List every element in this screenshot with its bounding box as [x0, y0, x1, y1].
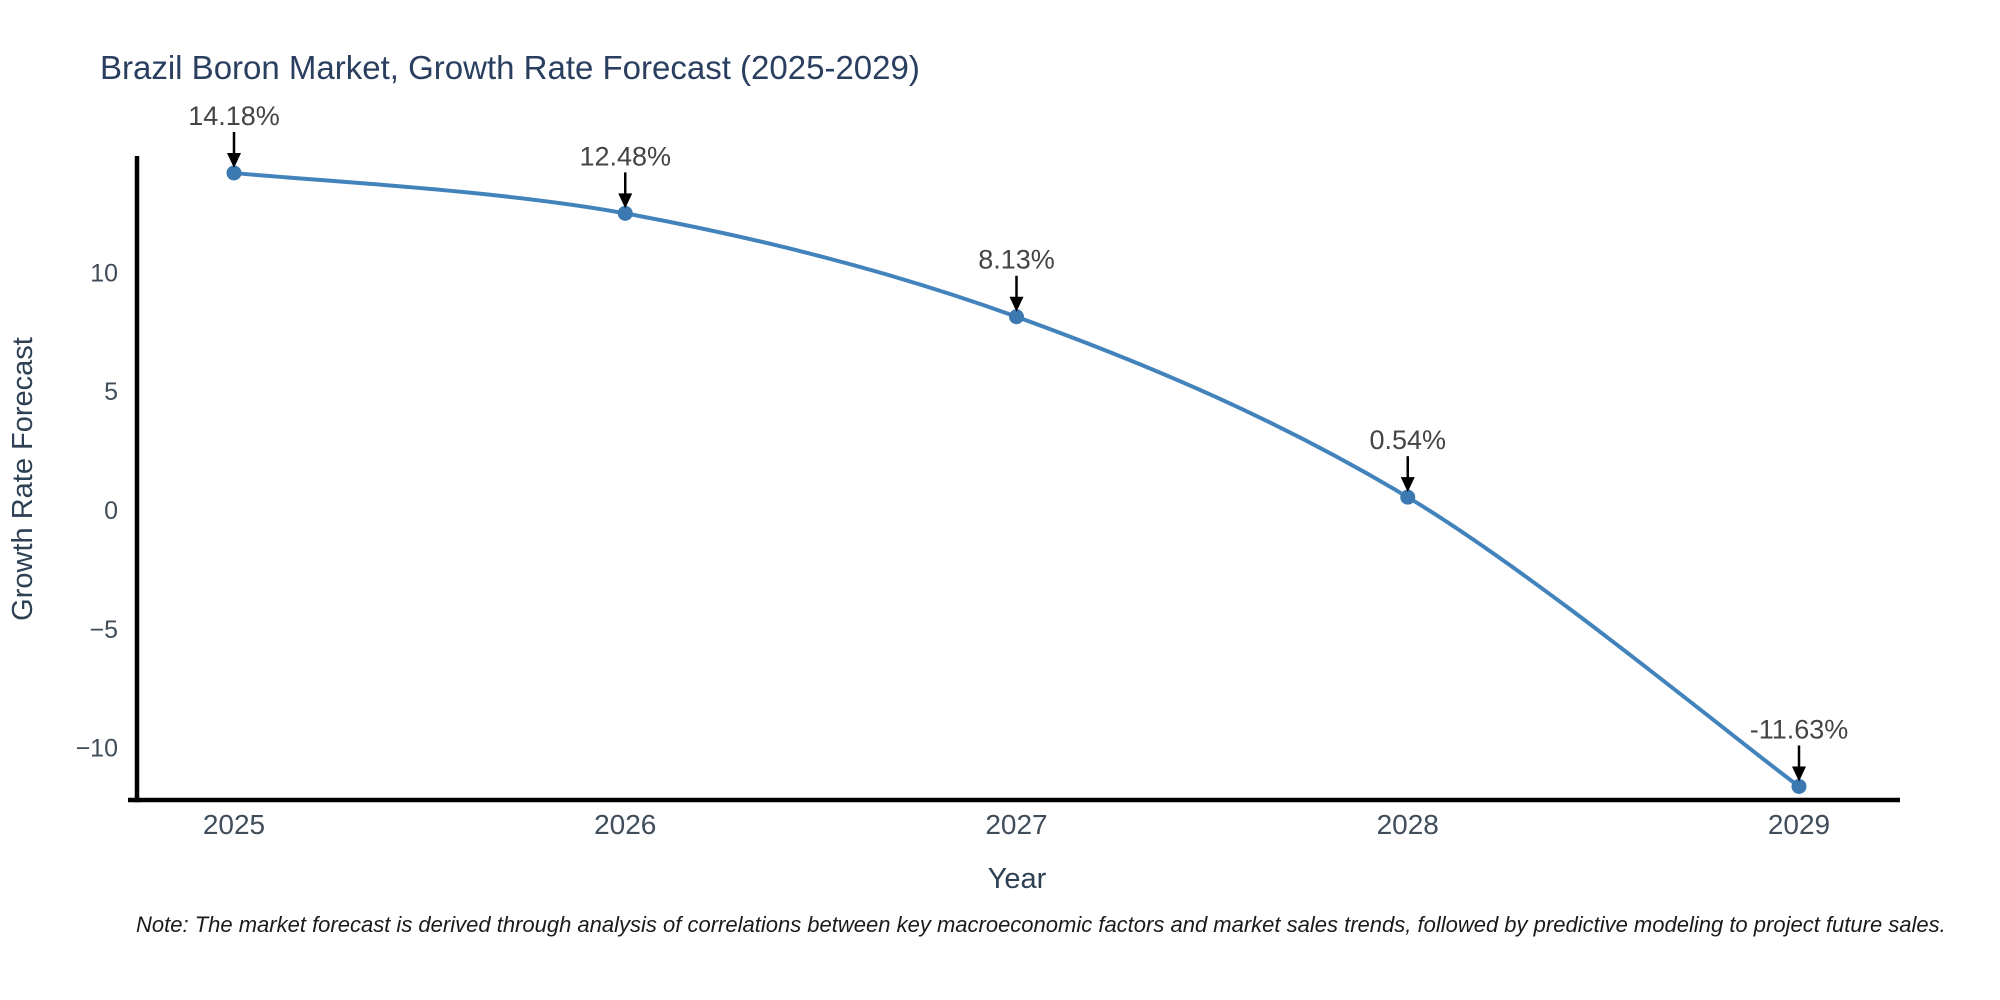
chart-title: Brazil Boron Market, Growth Rate Forecas… — [100, 49, 920, 86]
annotation-arrowhead — [227, 152, 241, 168]
annotation-label: 8.13% — [978, 245, 1055, 275]
y-axis-title: Growth Rate Forecast — [7, 337, 39, 621]
data-point-marker — [1791, 778, 1807, 794]
y-tick-label: 0 — [104, 497, 118, 525]
y-tick-label: −5 — [89, 616, 118, 644]
axes — [128, 156, 1900, 803]
x-tick-label: 2029 — [1768, 809, 1830, 840]
x-tick-label: 2026 — [594, 809, 656, 840]
footnote: Note: The market forecast is derived thr… — [136, 912, 1946, 937]
annotation-label: -11.63% — [1750, 714, 1849, 744]
annotation-label: 0.54% — [1369, 425, 1446, 455]
annotation-arrowhead — [618, 193, 633, 209]
annotation-arrowhead — [1009, 296, 1024, 312]
point-annotations: 14.18% 12.48% 8.13% 0.54% -11.63% — [188, 101, 1848, 782]
data-point-marker — [226, 165, 242, 181]
annotation-arrowhead — [1792, 766, 1806, 782]
data-point-marker — [617, 205, 633, 221]
line-series — [226, 165, 1807, 794]
annotation-label: 14.18% — [188, 101, 280, 131]
y-tick-label: −10 — [76, 735, 118, 763]
annotation-label: 12.48% — [579, 141, 671, 171]
y-tick-label: 5 — [104, 378, 118, 406]
data-point-marker — [1009, 309, 1024, 325]
x-tick-label: 2028 — [1377, 809, 1439, 840]
x-axis-ticks: 2025 2026 2027 2028 2029 — [203, 809, 1830, 840]
x-axis-title: Year — [988, 863, 1047, 895]
data-point-marker — [1400, 489, 1416, 505]
series-line — [233, 170, 1801, 789]
x-tick-label: 2027 — [985, 809, 1047, 840]
annotation-arrowhead — [1400, 477, 1415, 493]
x-tick-label: 2025 — [203, 809, 265, 840]
y-tick-label: 10 — [90, 259, 118, 287]
y-axis-ticks: 10 5 0 −5 −10 — [76, 259, 118, 762]
